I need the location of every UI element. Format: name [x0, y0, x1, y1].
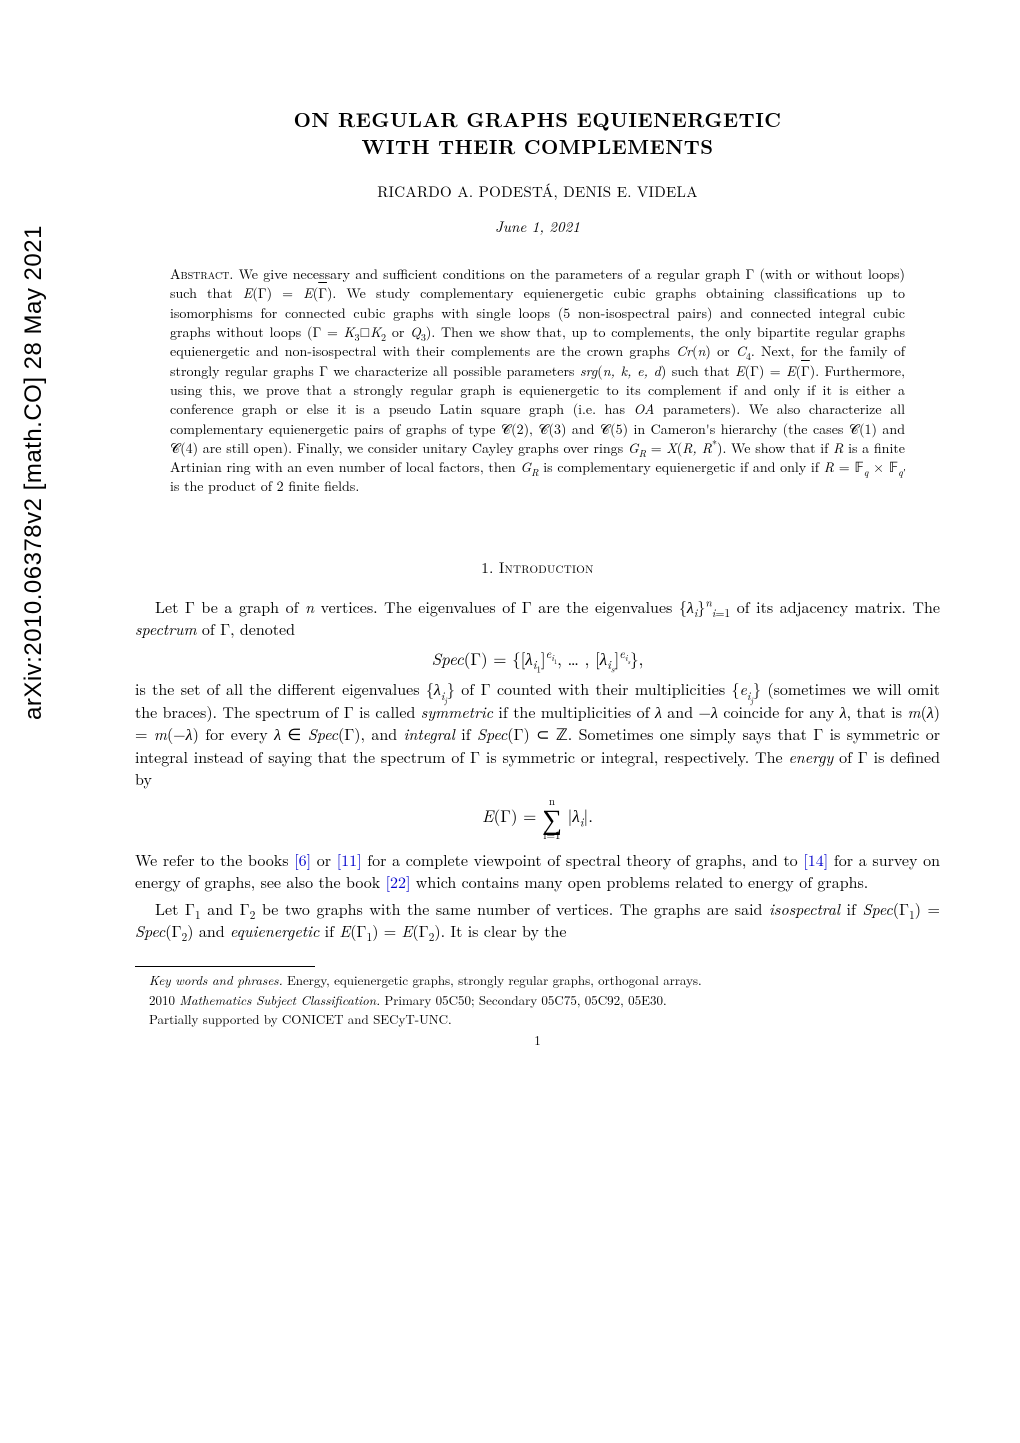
citation-22[interactable]: [22] [386, 870, 411, 893]
intro-para-3: We refer to the books [6] or [11] for a … [135, 849, 940, 894]
msc-text: Primary 05C50; Secondary 05C75, 05C92, 0… [380, 990, 666, 1009]
footnote-keywords: Key words and phrases. Energy, equienerg… [135, 971, 940, 989]
arxiv-identifier: arXiv:2010.06378v2 [math.CO] 28 May 2021 [20, 225, 48, 720]
sum-symbol: n ∑ i=1 [542, 796, 562, 840]
intro-para-4: Let Γ1 and Γ2 be two graphs with the sam… [135, 898, 940, 943]
sigma-icon: ∑ [542, 807, 562, 829]
page-number: 1 [135, 1030, 940, 1049]
footnotes: Key words and phrases. Energy, equienerg… [135, 971, 940, 1028]
footnote-msc: 2010 Mathematics Subject Classification.… [135, 991, 940, 1009]
equation-energy: E(Γ) = n ∑ i=1 |λi|. [135, 796, 940, 840]
section-1-heading: 1. Introduction [135, 557, 940, 578]
citation-6[interactable]: [6] [294, 848, 311, 871]
abstract-label: Abstract. [170, 264, 233, 284]
body-text: Let Γ be a graph of n vertices. The eige… [135, 596, 940, 943]
content-area: ON REGULAR GRAPHS EQUIENERGETIC WITH THE… [135, 0, 940, 1049]
intro-para-2: is the set of all the different eigenval… [135, 678, 940, 790]
date: June 1, 2021 [135, 216, 940, 237]
footnote-rule [135, 966, 315, 967]
msc-year: 2010 [149, 990, 179, 1009]
keywords-text: Energy, equienergetic graphs, strongly r… [283, 970, 702, 989]
title-line-1: ON REGULAR GRAPHS EQUIENERGETIC [294, 104, 782, 133]
abstract: Abstract. We give necessary and sufficie… [170, 265, 905, 497]
page: arXiv:2010.06378v2 [math.CO] 28 May 2021… [0, 0, 1020, 1443]
equation-spec: Spec(Γ) = {[λi1]ei1, … , [λis]eis}, [135, 647, 940, 671]
citation-14[interactable]: [14] [803, 848, 828, 871]
sum-lower: i=1 [542, 830, 562, 841]
title-line-2: WITH THEIR COMPLEMENTS [361, 131, 713, 160]
footnote-funding: Partially supported by CONICET and SECyT… [135, 1010, 940, 1028]
intro-para-1: Let Γ be a graph of n vertices. The eige… [135, 596, 940, 641]
keywords-label: Key words and phrases. [149, 970, 283, 989]
paper-title: ON REGULAR GRAPHS EQUIENERGETIC WITH THE… [135, 105, 940, 159]
msc-label: Mathematics Subject Classification. [179, 990, 380, 1009]
citation-11[interactable]: [11] [337, 848, 362, 871]
authors: RICARDO A. PODESTÁ, DENIS E. VIDELA [135, 181, 940, 202]
